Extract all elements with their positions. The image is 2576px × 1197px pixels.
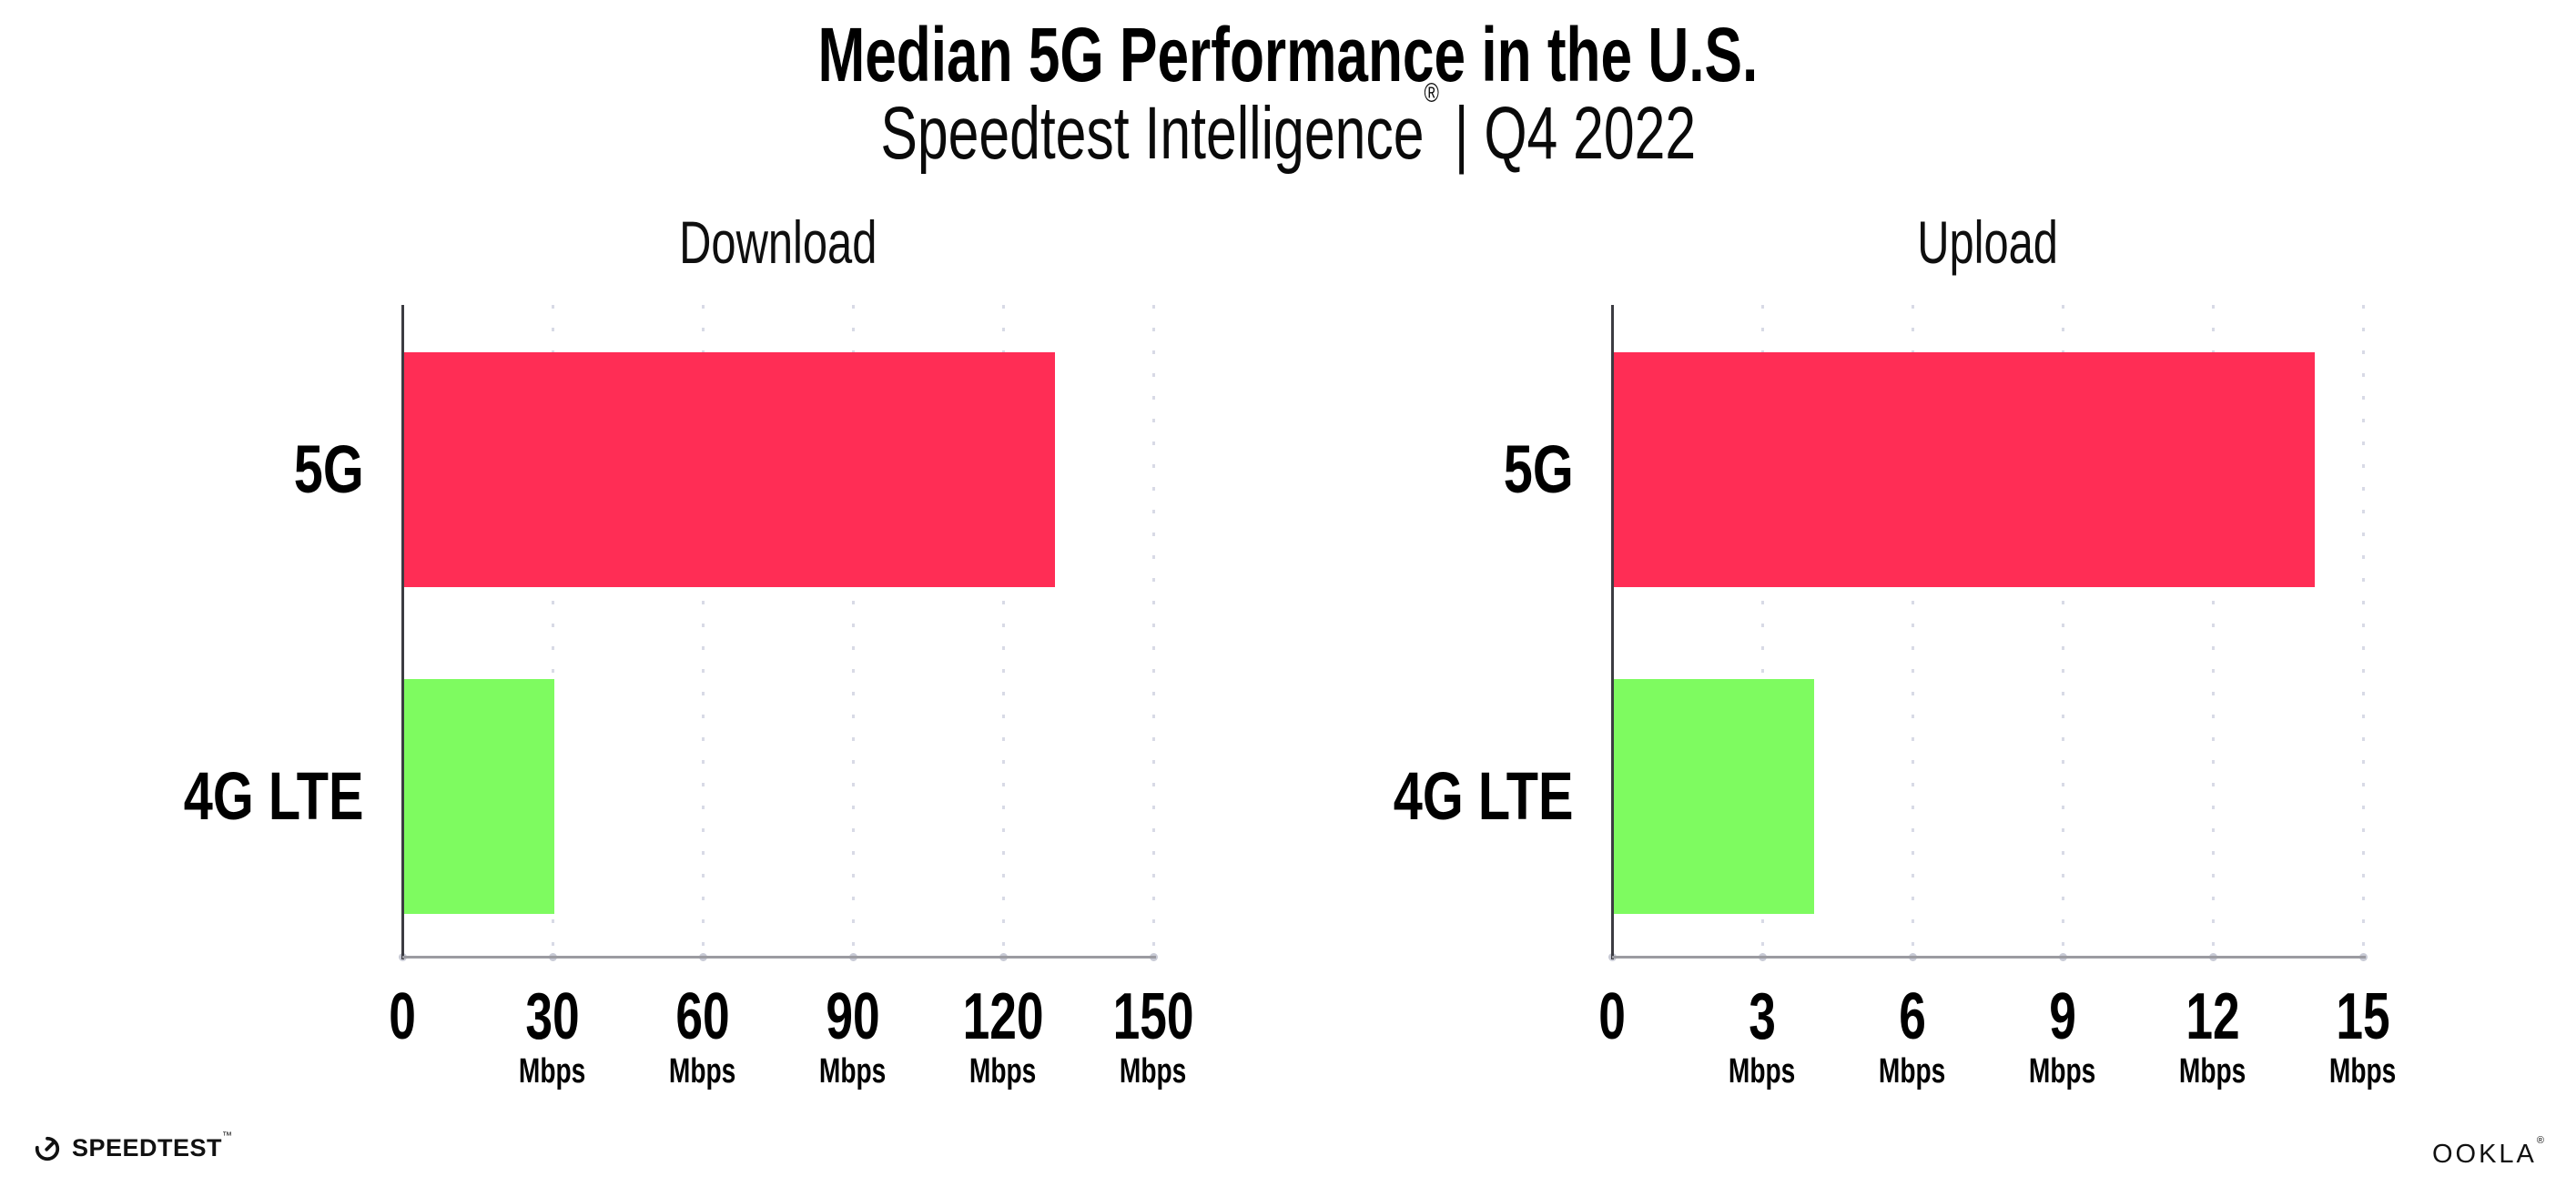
- x-tick-unit-text: Mbps: [1729, 1052, 1796, 1090]
- x-tick-value: 0: [389, 980, 416, 1053]
- gauge-needle: [45, 1140, 56, 1151]
- gridline-upload-9: [2062, 305, 2064, 958]
- x-tick-value: 6: [1899, 980, 1926, 1053]
- page-subtitle: Speedtest Intelligence® | Q4 2022: [0, 78, 2576, 175]
- y-axis-line-download: [401, 305, 404, 959]
- category-label-text: 5G: [1503, 431, 1574, 507]
- x-axis-line-download: [402, 956, 1156, 959]
- ookla-logo: OOKLA®: [2431, 1135, 2544, 1170]
- x-tick-unit-text: Mbps: [969, 1052, 1037, 1090]
- category-label-5g-upload: 5G: [1230, 422, 1574, 517]
- x-tick-unit: Mbps: [1776, 1052, 2049, 1090]
- x-tick-value: 0: [1598, 980, 1626, 1053]
- bar-4g-lte-download: [404, 679, 554, 914]
- gridline-download-30: [552, 305, 554, 958]
- category-label-text: 4G LTE: [1394, 758, 1574, 834]
- x-tick-value: 9: [2049, 980, 2076, 1053]
- chart-title-text: Upload: [1917, 208, 2058, 276]
- x-tick-unit-text: Mbps: [669, 1052, 736, 1090]
- category-label-4g-lte-download: 4G LTE: [20, 749, 364, 844]
- gridline-download-150: [1152, 305, 1155, 958]
- x-tick-unit: Mbps: [566, 1052, 839, 1090]
- x-tick-label: 30: [416, 983, 689, 1050]
- x-tick-value: 60: [675, 980, 730, 1053]
- x-tick-unit: Mbps: [1926, 1052, 2199, 1090]
- x-tick-value: 12: [2186, 980, 2240, 1053]
- gridline-upload-12: [2212, 305, 2215, 958]
- subtitle-brand: Speedtest Intelligence: [880, 92, 1425, 175]
- x-tick-label: 9: [1926, 983, 2199, 1050]
- page-title: Median 5G Performance in the U.S.: [0, 15, 2576, 95]
- x-tick-value: 120: [962, 980, 1044, 1053]
- x-tick-unit: Mbps: [1626, 1052, 1899, 1090]
- speedtest-logo: SPEEDTEST™: [34, 1131, 233, 1162]
- y-axis-line-upload: [1611, 305, 1614, 959]
- speedtest-wordmark-text: SPEEDTEST: [72, 1134, 223, 1161]
- bar-4g-lte-upload: [1614, 679, 1814, 914]
- x-tick-label: 90: [716, 983, 989, 1050]
- x-tick-unit-text: Mbps: [1879, 1052, 1946, 1090]
- x-axis-line-upload: [1612, 956, 2366, 959]
- gridline-download-60: [702, 305, 705, 958]
- x-tick-label: 15: [2226, 983, 2500, 1050]
- x-tick-unit: Mbps: [416, 1052, 689, 1090]
- category-label-4g-lte-upload: 4G LTE: [1230, 749, 1574, 844]
- x-tick-value: 15: [2336, 980, 2390, 1053]
- x-tick-value: 3: [1749, 980, 1776, 1053]
- x-tick-label: 6: [1776, 983, 2049, 1050]
- gridline-upload-6: [1912, 305, 1914, 958]
- category-label-text: 5G: [293, 431, 364, 507]
- x-tick-label: 3: [1626, 983, 1899, 1050]
- x-tick-label: 120: [867, 983, 1140, 1050]
- page-title-text: Median 5G Performance in the U.S.: [817, 12, 1759, 97]
- category-label-5g-download: 5G: [20, 422, 364, 517]
- x-tick-unit-text: Mbps: [2179, 1052, 2246, 1090]
- x-tick-label: 0: [266, 983, 539, 1050]
- x-tick-unit: Mbps: [716, 1052, 989, 1090]
- x-tick-label: 150: [1017, 983, 1290, 1050]
- x-tick-label: 12: [2076, 983, 2349, 1050]
- x-tick-unit: Mbps: [1017, 1052, 1290, 1090]
- x-tick-unit-text: Mbps: [2329, 1052, 2397, 1090]
- gridline-upload-3: [1761, 305, 1764, 958]
- chart-title-text: Download: [678, 208, 877, 276]
- x-tick-unit-text: Mbps: [1120, 1052, 1187, 1090]
- x-tick-unit: Mbps: [2226, 1052, 2500, 1090]
- gridline-upload-15: [2362, 305, 2365, 958]
- bar-5g-upload: [1614, 352, 2315, 587]
- registered-mark: ®: [1424, 77, 1439, 108]
- x-tick-label: 0: [1476, 983, 1749, 1050]
- bar-5g-download: [404, 352, 1055, 587]
- gridline-download-120: [1002, 305, 1005, 958]
- speedtest-wordmark: SPEEDTEST™: [72, 1131, 233, 1162]
- gauge-icon: [35, 1136, 60, 1161]
- page-subtitle-text: Speedtest Intelligence® | Q4 2022: [880, 78, 1696, 175]
- category-label-text: 4G LTE: [184, 758, 364, 834]
- x-tick-value: 150: [1112, 980, 1194, 1053]
- chart-title-upload: Upload: [1612, 208, 2363, 276]
- x-tick-value: 30: [525, 980, 580, 1053]
- subtitle-period: | Q4 2022: [1438, 92, 1696, 175]
- x-tick-unit-text: Mbps: [519, 1052, 586, 1090]
- x-tick-value: 90: [826, 980, 880, 1053]
- chart-title-download: Download: [402, 208, 1153, 276]
- trademark-mark: ™: [222, 1131, 233, 1141]
- x-tick-unit-text: Mbps: [2029, 1052, 2096, 1090]
- ookla-wordmark-text: OOKLA: [2431, 1140, 2537, 1169]
- x-tick-label: 60: [566, 983, 839, 1050]
- x-tick-unit-text: Mbps: [819, 1052, 887, 1090]
- gridline-download-90: [852, 305, 855, 958]
- ookla-registered-mark: ®: [2536, 1135, 2544, 1147]
- x-tick-unit: Mbps: [2076, 1052, 2349, 1090]
- x-tick-unit: Mbps: [867, 1052, 1140, 1090]
